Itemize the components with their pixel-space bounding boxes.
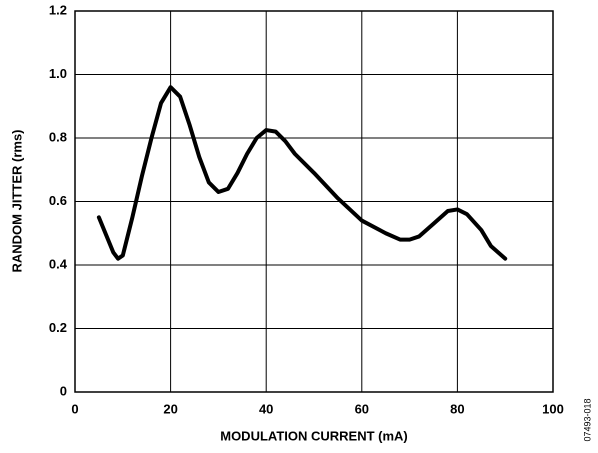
x-tick-label: 20 [163, 401, 177, 416]
y-tick-label: 0.2 [49, 320, 67, 335]
y-axis-label: RANDOM JITTER (rms) [9, 129, 24, 272]
y-tick-label: 0.8 [49, 129, 67, 144]
x-tick-label: 0 [71, 401, 78, 416]
x-tick-label: 60 [355, 401, 369, 416]
y-tick-label: 0 [60, 383, 67, 398]
plot-frame [74, 10, 554, 393]
figure-id: 07493-018 [582, 398, 592, 441]
x-tick-label: 100 [542, 401, 564, 416]
x-tick-label: 80 [450, 401, 464, 416]
y-tick-label: 1.0 [49, 66, 67, 81]
line-series [96, 85, 508, 261]
y-tick-label: 1.2 [49, 2, 67, 17]
x-axis-label: MODULATION CURRENT (mA) [220, 428, 408, 443]
y-tick-label: 0.6 [49, 193, 67, 208]
y-tick-label: 0.4 [49, 256, 68, 271]
x-tick-label: 40 [259, 401, 273, 416]
